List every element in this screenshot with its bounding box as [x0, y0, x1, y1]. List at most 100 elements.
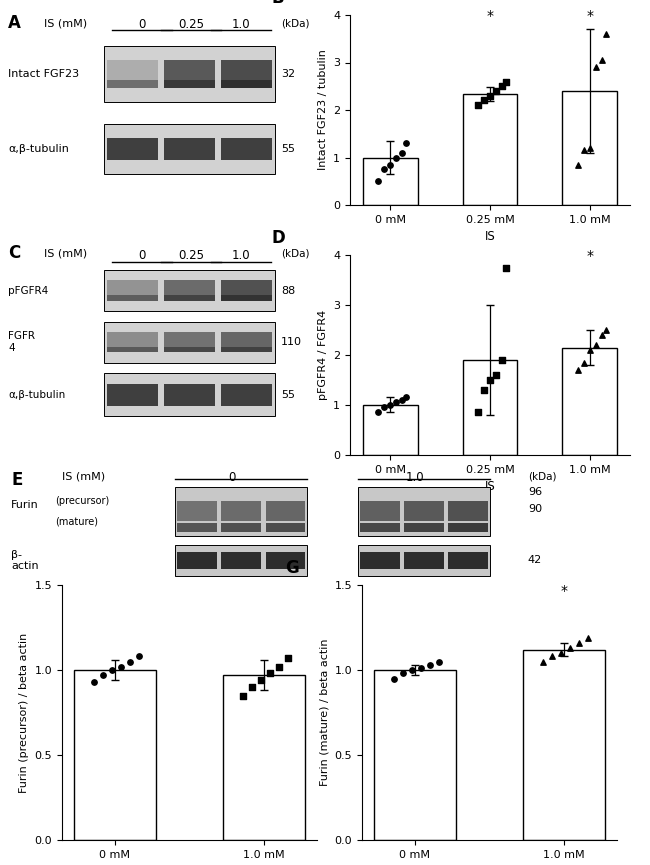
Text: 1.0: 1.0	[405, 471, 424, 484]
Point	[283, 651, 293, 665]
Text: 0: 0	[138, 18, 145, 31]
Point	[601, 27, 611, 41]
Bar	[562, 348, 618, 455]
Point	[597, 54, 607, 67]
Point	[491, 84, 501, 98]
Point	[591, 338, 601, 352]
Point	[238, 689, 248, 702]
Text: IS (mM): IS (mM)	[62, 471, 105, 481]
Bar	[221, 332, 272, 352]
Bar	[177, 501, 217, 522]
Bar	[265, 501, 306, 522]
Text: D: D	[272, 229, 285, 247]
Bar	[363, 157, 418, 205]
Point	[485, 89, 495, 103]
Bar	[164, 384, 215, 406]
Text: (kDa): (kDa)	[281, 248, 309, 259]
Point	[479, 383, 489, 397]
Bar	[360, 523, 400, 532]
Point	[473, 99, 483, 112]
Bar	[164, 280, 215, 301]
Point	[547, 650, 558, 663]
Point	[401, 137, 411, 151]
Bar	[175, 487, 307, 536]
Bar	[404, 523, 444, 532]
Point	[385, 398, 395, 412]
Text: IS (mM): IS (mM)	[44, 18, 87, 28]
Bar	[164, 138, 215, 160]
Point	[397, 146, 408, 160]
Bar	[221, 80, 272, 88]
Point	[274, 660, 285, 674]
Point	[473, 406, 483, 420]
Text: 0: 0	[228, 471, 235, 484]
Text: 1.0: 1.0	[231, 248, 250, 261]
Point	[373, 406, 384, 420]
Point	[485, 373, 495, 387]
Text: *: *	[586, 249, 593, 263]
Point	[397, 393, 408, 407]
Y-axis label: Furin (mature) / beta actin: Furin (mature) / beta actin	[319, 638, 329, 786]
Point	[601, 324, 611, 337]
Bar	[164, 347, 215, 352]
Point	[434, 655, 444, 669]
Point	[133, 650, 144, 663]
Point	[500, 260, 511, 274]
Text: 0: 0	[138, 248, 145, 261]
Bar	[73, 670, 156, 840]
Text: β-
actin: β- actin	[11, 549, 39, 571]
Text: IS (mM): IS (mM)	[44, 248, 87, 259]
Text: 55: 55	[281, 390, 295, 400]
Bar	[164, 80, 215, 88]
Text: 0.25: 0.25	[178, 248, 204, 261]
Bar	[222, 552, 261, 569]
Text: A: A	[8, 14, 21, 32]
Text: 1.0: 1.0	[231, 18, 250, 31]
Text: 32: 32	[281, 69, 295, 79]
Point	[597, 328, 607, 342]
Bar	[104, 322, 275, 362]
Bar	[107, 80, 158, 88]
Bar	[374, 670, 456, 840]
Point	[584, 141, 595, 155]
Point	[573, 157, 583, 171]
Bar	[221, 280, 272, 301]
Text: Intact FGF23: Intact FGF23	[8, 69, 79, 79]
Text: (kDa): (kDa)	[528, 471, 556, 481]
Text: G: G	[285, 560, 299, 577]
Y-axis label: Furin (precursor) / beta actin: Furin (precursor) / beta actin	[19, 632, 29, 792]
Point	[107, 663, 117, 677]
Bar	[104, 270, 275, 311]
Text: 88: 88	[281, 285, 295, 296]
Bar	[107, 384, 158, 406]
Bar	[221, 138, 272, 160]
Text: 0.25: 0.25	[178, 18, 204, 31]
Bar	[404, 501, 444, 522]
Text: 55: 55	[281, 144, 295, 154]
Point	[391, 151, 401, 164]
Point	[379, 163, 389, 176]
Point	[591, 61, 601, 74]
Point	[379, 400, 389, 414]
Bar	[360, 552, 400, 569]
Bar	[265, 523, 306, 532]
Text: *: *	[486, 9, 493, 22]
Text: C: C	[8, 244, 20, 262]
Point	[574, 636, 584, 650]
Point	[578, 356, 589, 369]
Point	[98, 668, 108, 682]
Bar	[104, 46, 275, 102]
Point	[247, 680, 257, 694]
Y-axis label: pFGFR4 / FGFR4: pFGFR4 / FGFR4	[318, 310, 328, 400]
Bar	[107, 138, 158, 160]
Bar	[107, 295, 158, 301]
Bar	[107, 332, 158, 352]
Bar	[463, 94, 517, 205]
Text: B: B	[272, 0, 284, 8]
Bar	[463, 360, 517, 455]
Bar	[107, 347, 158, 352]
Bar	[265, 552, 306, 569]
Point	[398, 666, 408, 680]
Text: 42: 42	[528, 555, 542, 566]
Point	[556, 646, 567, 660]
